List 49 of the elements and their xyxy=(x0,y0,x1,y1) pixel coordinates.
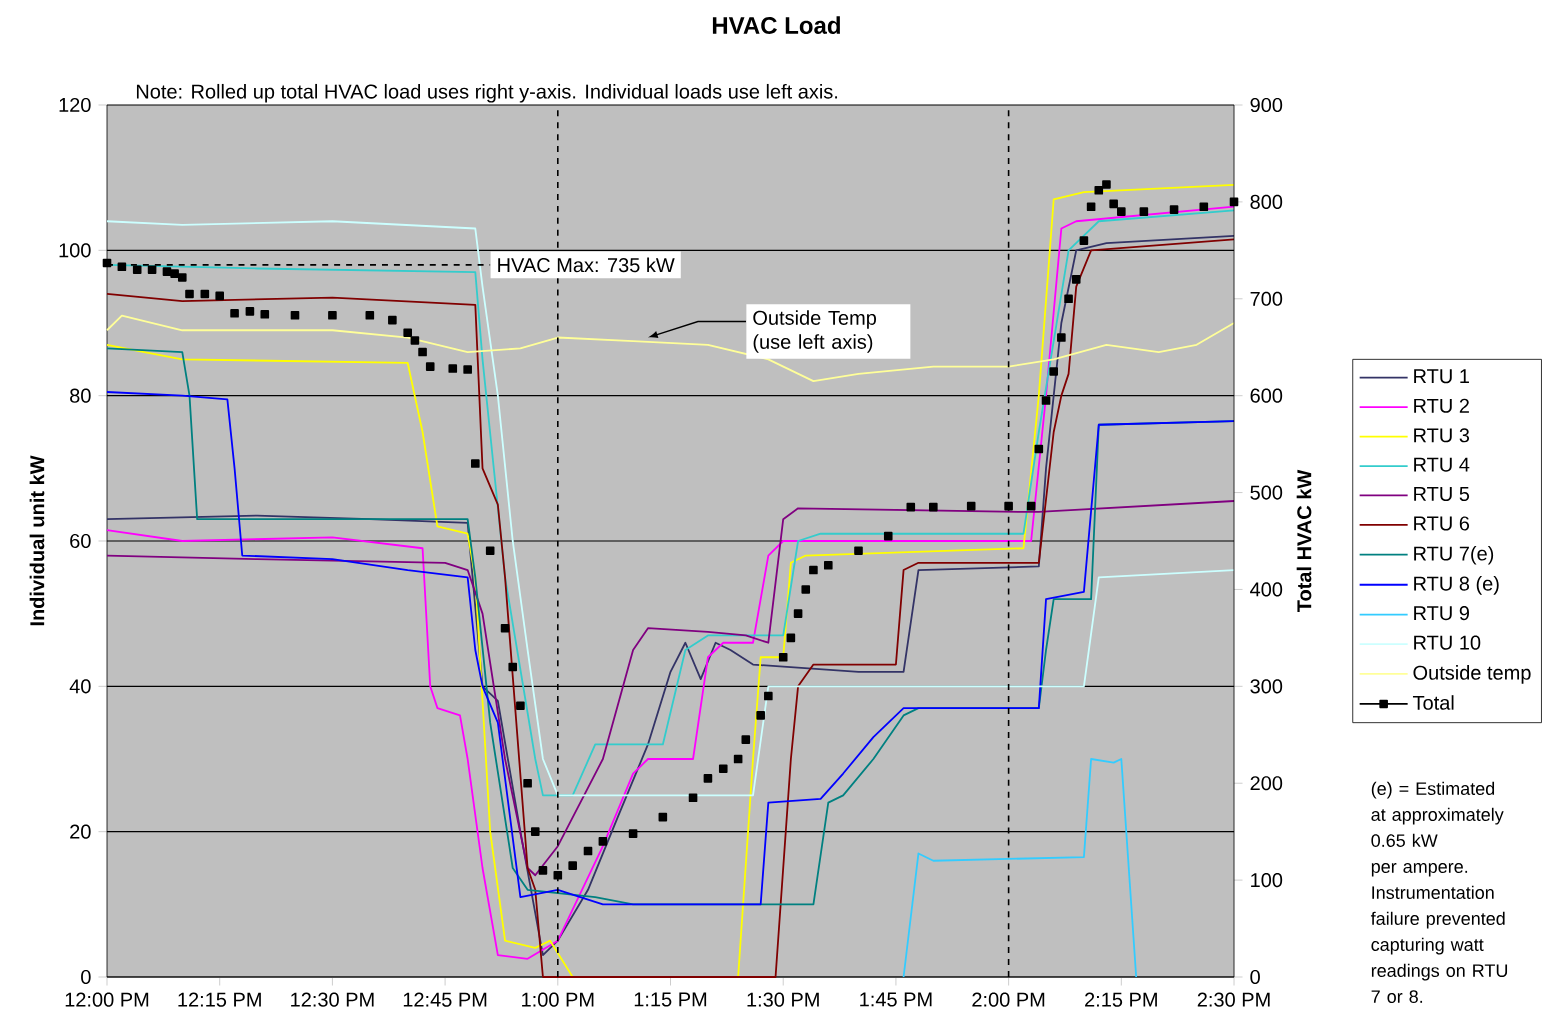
x-tick-label: 12:15 PM xyxy=(178,992,261,1007)
line-series xyxy=(106,500,1235,877)
legend-label: RTU 10 xyxy=(1414,635,1481,650)
y2-axis-title: Total HVAC kW xyxy=(1296,469,1312,613)
y2-tick-label: 600 xyxy=(1250,388,1283,403)
y-tick-label: 20 xyxy=(70,824,91,839)
y2-tick-label: 500 xyxy=(1250,485,1283,500)
text: (e) = Estimated at approximately 0.65 kW per ampere. Instrumentation failure prevented capturing watt readings on RTU 7 or 8. xyxy=(1370,781,1508,1003)
x-tick-label: 1:30 PM xyxy=(747,992,819,1007)
annotation: Outside Temp (use left axis) xyxy=(753,310,877,353)
x-tick-label: 1:45 PM xyxy=(860,992,932,1007)
x-tick-label: 2:15 PM xyxy=(1085,992,1157,1007)
legend-label: RTU 5 xyxy=(1414,487,1470,502)
legend-label: Total xyxy=(1412,695,1454,710)
legend-label: RTU 2 xyxy=(1414,398,1469,413)
chart-title: HVAC Load xyxy=(712,16,840,34)
y2-tick-label: 800 xyxy=(1250,194,1283,209)
y2-tick-label: 700 xyxy=(1250,291,1283,306)
y2-tick-label: 900 xyxy=(1250,97,1283,113)
y2-tick-label: 300 xyxy=(1250,679,1283,694)
x-tick-label: 12:45 PM xyxy=(403,992,487,1007)
legend-label: RTU 8 (e) xyxy=(1414,575,1499,595)
y-tick-label: 40 xyxy=(69,679,91,694)
x-tick-label: 12:30 PM xyxy=(291,992,374,1007)
ref-line-label: HVAC Max: 735 kW xyxy=(498,257,675,273)
x-tick-label: 2:30 PM xyxy=(1197,992,1270,1007)
x-tick-label: 12:00 PM xyxy=(65,992,149,1007)
legend-label: RTU 4 xyxy=(1414,457,1470,472)
y-tick-label: 100 xyxy=(59,243,91,258)
y-tick-label: 0 xyxy=(81,969,91,985)
x-tick-label: 1:00 PM xyxy=(522,992,594,1007)
legend-label: Outside temp xyxy=(1413,665,1531,684)
legend-label: RTU 1 xyxy=(1414,369,1469,384)
y2-tick-label: 200 xyxy=(1250,776,1283,791)
y2-tick-label: 400 xyxy=(1250,582,1283,597)
y-tick-label: 80 xyxy=(70,388,91,403)
line-series xyxy=(902,758,1138,978)
y-tick-label: 60 xyxy=(70,533,91,549)
legend-label: RTU 3 xyxy=(1414,428,1470,443)
text: Note: Rolled up total HVAC load uses right y-axis. Individual loads use left axis. xyxy=(136,83,838,103)
y-axis-title: Individual unit kW xyxy=(29,455,45,626)
legend-label: RTU 9 xyxy=(1414,606,1469,621)
legend-label: RTU 7(e) xyxy=(1414,545,1494,565)
x-tick-label: 2:00 PM xyxy=(972,992,1045,1007)
legend-label: RTU 6 xyxy=(1414,516,1470,531)
y-tick-label: 120 xyxy=(59,97,91,113)
y2-tick-label: 0 xyxy=(1250,969,1260,985)
x-tick-label: 1:15 PM xyxy=(634,992,707,1007)
y2-tick-label: 100 xyxy=(1251,873,1283,888)
